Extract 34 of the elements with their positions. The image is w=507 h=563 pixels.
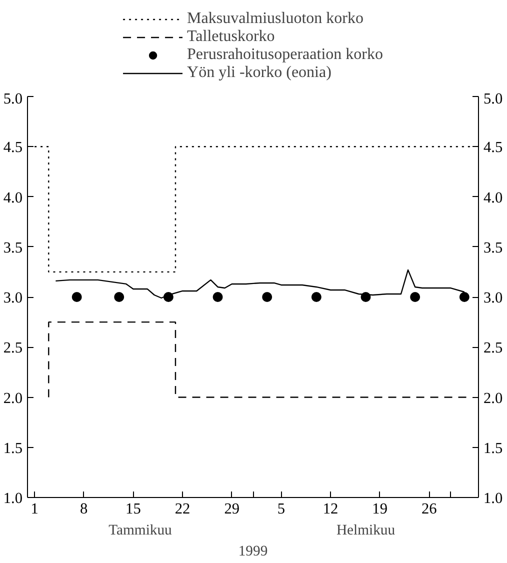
x-tick-label: 22 <box>174 500 190 518</box>
y-tick-label: 2.5 <box>3 340 23 357</box>
y-tick-label: 2.0 <box>3 390 23 407</box>
y-tick-label: 5.0 <box>3 90 23 108</box>
y2-tick-label: 4.0 <box>484 189 503 206</box>
x-axis-title: 1999 <box>238 544 268 560</box>
y2-tick-label: 2.0 <box>484 390 503 407</box>
y-tick-label: 3.5 <box>3 239 23 256</box>
y2-tick-label: 3.0 <box>484 290 503 306</box>
y-tick-label: 1.5 <box>3 440 23 457</box>
x-tick-label: 19 <box>372 500 388 518</box>
y2-tick-label: 1.5 <box>484 440 503 457</box>
legend-label: Maksuvalmiusluoton korko <box>187 10 364 28</box>
y2-tick-label: 5.0 <box>484 90 503 108</box>
y2-tick-label: 3.5 <box>484 239 503 256</box>
x-tick-label: 26 <box>422 500 438 518</box>
y2-tick-label: 4.5 <box>484 139 503 156</box>
y-tick-label: 3.0 <box>3 290 23 306</box>
y-tick-label: 4.0 <box>3 189 23 206</box>
x-tick-label: 8 <box>80 500 88 518</box>
y-tick-label: 1.0 <box>3 490 23 507</box>
x-tick-label: 15 <box>126 500 142 518</box>
text: Tammikuu <box>108 522 173 538</box>
text: Helmikuu <box>336 522 396 538</box>
x-tick-label: 29 <box>224 500 240 518</box>
y2-tick-label: 1.0 <box>484 490 503 507</box>
y2-tick-label: 2.5 <box>484 340 503 357</box>
y-tick-label: 4.5 <box>3 139 23 156</box>
x-tick-label: 12 <box>322 500 338 518</box>
x-tick-label: 1 <box>30 500 38 518</box>
legend-label: Perusrahoitusoperaation korko <box>187 46 383 64</box>
legend-label: Yön yli -korko (eonia) <box>187 64 332 82</box>
x-tick-label: 5 <box>277 500 286 518</box>
legend-label: Talletuskorko <box>187 28 275 46</box>
